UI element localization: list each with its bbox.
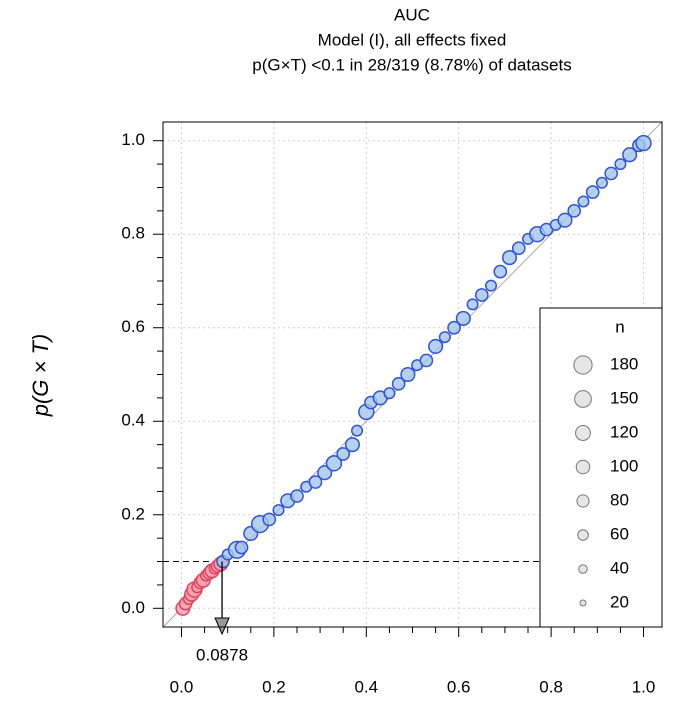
point	[501, 250, 518, 266]
point	[290, 489, 304, 503]
point	[493, 264, 508, 279]
point	[391, 377, 406, 391]
chart-subtitle: p(G×T) <0.1 in 28/319 (8.78%) of dataset…	[252, 55, 571, 74]
x-tick-label: 0.6	[447, 677, 471, 696]
legend-size-marker	[577, 529, 589, 541]
legend-size-marker	[573, 355, 593, 375]
legend-label: 40	[610, 558, 629, 577]
point	[344, 437, 360, 453]
point	[234, 540, 249, 555]
point	[419, 353, 434, 368]
point	[262, 512, 277, 527]
x-tick-label: 0.8	[539, 677, 563, 696]
point	[272, 504, 285, 517]
y-tick-label: 0.6	[121, 317, 145, 336]
legend-label: 20	[610, 592, 629, 611]
y-tick-label: 0.4	[121, 411, 145, 430]
point	[447, 320, 461, 335]
y-tick-label: 0.8	[121, 224, 145, 243]
point	[635, 134, 652, 152]
y-tick-label: 0.0	[121, 598, 145, 617]
point	[622, 147, 638, 163]
point	[400, 366, 416, 383]
cutoff-arrowhead	[214, 617, 230, 636]
point	[485, 279, 498, 292]
point	[577, 195, 590, 208]
point	[438, 331, 451, 344]
point	[595, 176, 608, 189]
point	[474, 288, 489, 302]
point	[428, 338, 444, 354]
y-tick-label: 0.2	[121, 504, 145, 523]
x-tick-label: 0.0	[170, 677, 194, 696]
x-tick-label: 1.0	[632, 677, 656, 696]
legend-label: 180	[610, 354, 638, 373]
point	[511, 241, 526, 256]
legend-size-marker	[578, 564, 588, 574]
point	[466, 298, 479, 311]
legend-label: 100	[610, 456, 638, 475]
point	[336, 447, 351, 461]
point	[567, 204, 582, 218]
point	[585, 185, 600, 199]
point	[308, 475, 323, 489]
legend-size-marker	[576, 494, 590, 508]
point	[383, 387, 396, 400]
legend-size-marker	[575, 425, 591, 441]
point	[317, 465, 333, 481]
chart-title: AUC	[394, 5, 430, 24]
point	[455, 310, 471, 326]
legend-title: n	[615, 317, 624, 336]
legend-label: 120	[610, 422, 638, 441]
point	[604, 166, 619, 181]
y-axis-label: p(G × T)	[28, 334, 53, 418]
chart-subtitle: Model (I), all effects fixed	[318, 30, 507, 49]
cutoff-label: 0.0878	[196, 645, 248, 664]
point	[351, 424, 364, 437]
legend-size-marker	[579, 599, 587, 607]
x-tick-label: 0.4	[354, 677, 378, 696]
point	[557, 212, 573, 228]
legend-box	[539, 307, 663, 628]
x-tick-label: 0.2	[262, 677, 286, 696]
legend-size-marker	[575, 459, 591, 475]
point	[614, 158, 627, 171]
legend-label: 150	[610, 388, 638, 407]
legend-label: 60	[610, 524, 629, 543]
legend-label: 80	[610, 490, 629, 509]
point	[325, 455, 343, 472]
legend-size-marker	[574, 390, 592, 408]
y-tick-label: 1.0	[121, 130, 145, 149]
